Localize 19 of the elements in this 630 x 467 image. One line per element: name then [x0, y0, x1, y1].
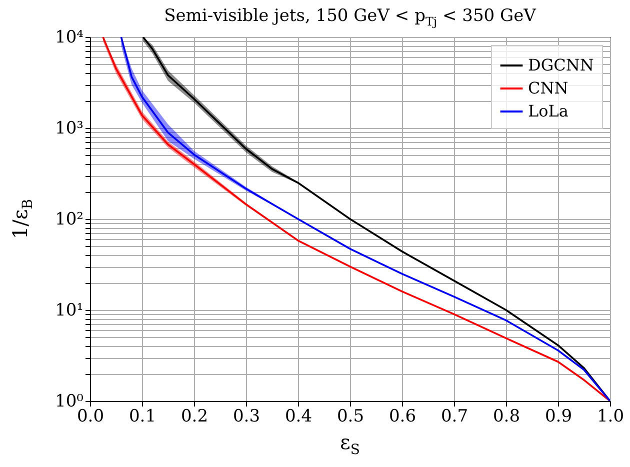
- legend-label: LoLa: [528, 102, 569, 120]
- chart-title: Semi-visible jets, 150 GeV < p$_{Tj}$ < 350 GeV: [163, 6, 538, 28]
- y-tick-label: 10²: [55, 210, 84, 230]
- x-axis-title: ε$_{S}$: [339, 430, 361, 458]
- x-tick-label: 0.1: [128, 406, 156, 426]
- y-tick-label: 10⁴: [55, 28, 84, 48]
- x-tick-label: 0.7: [440, 406, 468, 426]
- x-tick-label: 0.9: [544, 406, 572, 426]
- x-tick-label: 0.2: [180, 406, 208, 426]
- x-tick-label: 1.0: [596, 406, 624, 426]
- x-tick-label: 0.3: [232, 406, 260, 426]
- x-tick-label: 0.5: [336, 406, 364, 426]
- x-tick-label: 0.6: [388, 406, 416, 426]
- legend-label: DGCNN: [528, 56, 594, 74]
- y-tick-label: 10³: [55, 118, 84, 138]
- x-tick-label: 0.8: [492, 406, 520, 426]
- legend-label: CNN: [528, 78, 568, 98]
- y-tick-label: 10¹: [55, 300, 84, 320]
- x-tick-label: 0.4: [284, 406, 312, 426]
